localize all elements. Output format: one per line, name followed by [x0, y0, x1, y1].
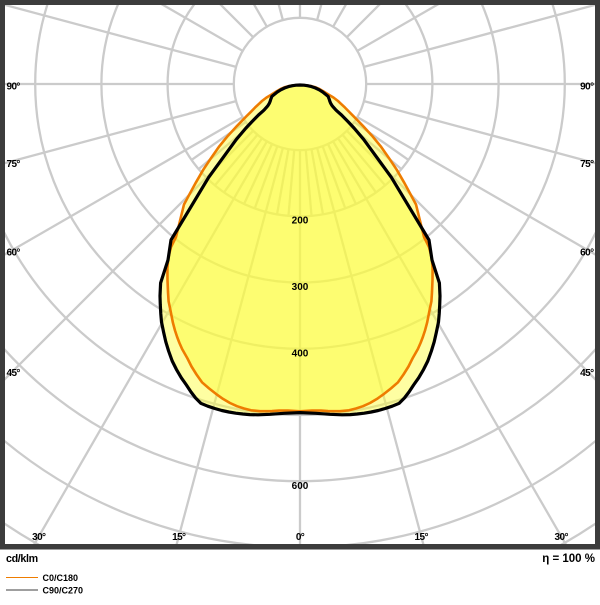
- svg-text:75°: 75°: [580, 159, 594, 170]
- svg-text:60°: 60°: [7, 247, 21, 258]
- svg-text:400: 400: [292, 348, 309, 359]
- svg-text:90°: 90°: [7, 82, 21, 93]
- svg-text:200: 200: [292, 216, 309, 227]
- svg-text:C0/C180: C0/C180: [43, 573, 79, 583]
- svg-text:45°: 45°: [7, 368, 21, 379]
- svg-text:cd/klm: cd/klm: [6, 553, 38, 565]
- svg-text:45°: 45°: [580, 368, 594, 379]
- svg-text:C90/C270: C90/C270: [43, 586, 84, 596]
- svg-text:90°: 90°: [580, 82, 594, 93]
- svg-text:60°: 60°: [580, 247, 594, 258]
- svg-text:15°: 15°: [415, 532, 429, 543]
- svg-text:15°: 15°: [172, 532, 186, 543]
- svg-text:30°: 30°: [555, 532, 569, 543]
- svg-text:75°: 75°: [7, 159, 21, 170]
- svg-text:30°: 30°: [32, 532, 46, 543]
- svg-text:0°: 0°: [296, 532, 305, 543]
- svg-text:η = 100 %: η = 100 %: [542, 553, 595, 565]
- svg-text:300: 300: [292, 282, 309, 293]
- svg-text:600: 600: [292, 481, 309, 492]
